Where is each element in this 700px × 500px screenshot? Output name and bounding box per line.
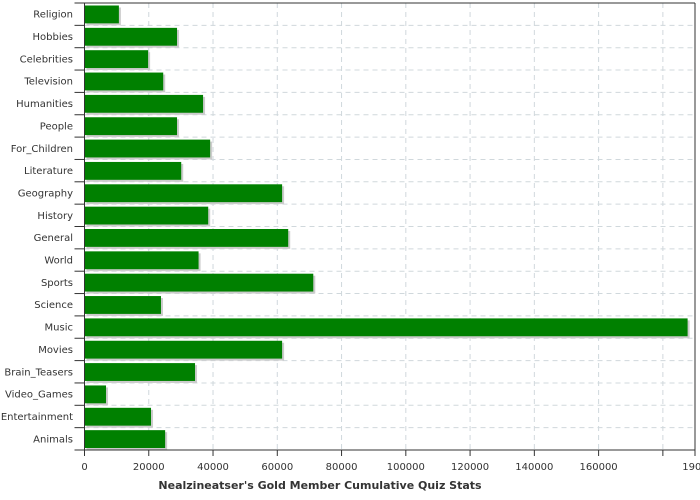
category-label: Music [45,323,73,334]
bar [84,27,178,46]
category-label: Brain_Teasers [4,367,73,378]
bar [84,117,178,136]
category-label: Hobbies [33,32,73,43]
category-label: Movies [38,345,73,356]
x-tick-label: 0 [81,462,87,473]
x-tick-label: 100000 [387,462,425,473]
category-label: Literature [24,166,73,177]
category-label: Celebrities [20,54,73,65]
bar [84,50,149,69]
bar [84,296,161,314]
category-label: Science [34,300,73,311]
category-label: General [34,233,73,244]
x-tick-label: 160000 [580,462,618,473]
bar [84,94,204,113]
bar [84,229,289,247]
category-label: People [40,121,73,132]
category-label: World [44,256,73,267]
category-label: History [37,211,73,222]
category-label: Sports [41,278,73,289]
category-label: Television [23,77,73,88]
bar [84,340,283,359]
bar [84,407,152,426]
x-tick-label: 140000 [515,462,553,473]
category-label: Religion [33,10,73,21]
category-label: Humanities [16,99,73,110]
bar [84,5,119,24]
bar [84,385,107,404]
x-tick-label: 20000 [133,462,165,473]
bar [84,161,182,180]
category-label: Animals [33,434,73,445]
bar [84,273,314,292]
x-tick-label: 40000 [197,462,229,473]
x-tick-label: 60000 [261,462,293,473]
x-axis-title: Nealzineatser's Gold Member Cumulative Q… [158,479,482,492]
bar [84,184,283,203]
x-tick-label: 120000 [451,462,489,473]
bar [84,139,211,158]
bar [84,430,166,448]
bar [84,251,199,270]
bar [84,206,209,225]
x-tick-label: 1900 [682,462,700,473]
x-tick-label: 80000 [326,462,358,473]
category-label: Entertainment [1,412,73,423]
category-label: Geography [18,188,73,199]
bar [84,72,164,91]
bar [84,318,688,337]
category-label: Video_Games [5,390,73,401]
bar [84,363,196,381]
category-label: For_Children [11,144,73,155]
